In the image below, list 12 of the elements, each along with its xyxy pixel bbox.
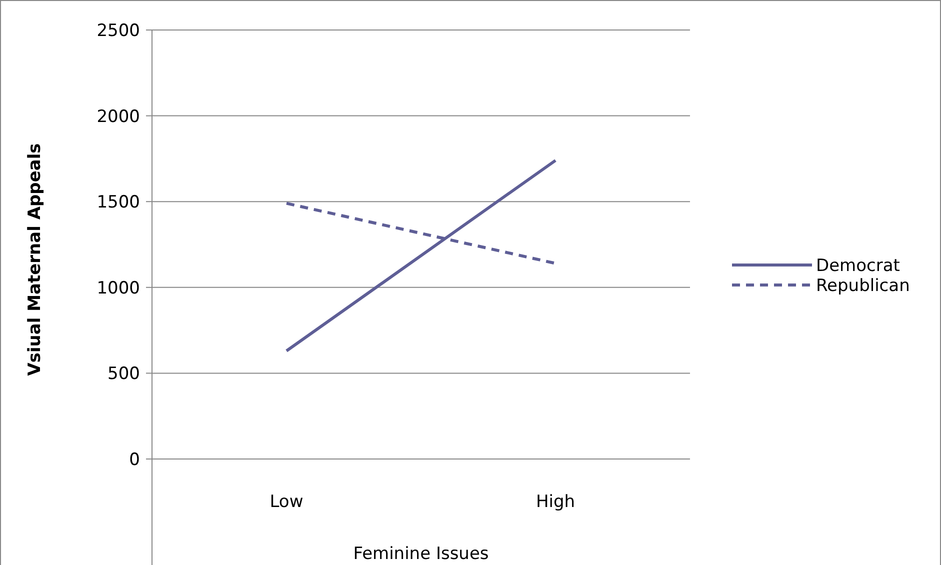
y-tick-label: 1000 <box>96 278 140 298</box>
y-axis-title: Vsiual Maternal Appeals <box>25 143 45 376</box>
x-tick-label: Low <box>270 492 304 512</box>
legend-label: Republican <box>816 276 910 296</box>
x-tick-label: High <box>536 492 576 512</box>
y-tick-label: 500 <box>108 364 140 384</box>
y-tick-label: 2500 <box>96 20 140 41</box>
y-tick-label: 1500 <box>96 192 140 213</box>
x-axis-title: Feminine Issues <box>353 544 489 564</box>
y-tick-label: 0 <box>129 450 140 470</box>
y-tick-label: 2000 <box>96 106 140 127</box>
legend-label: Democrat <box>816 256 900 276</box>
